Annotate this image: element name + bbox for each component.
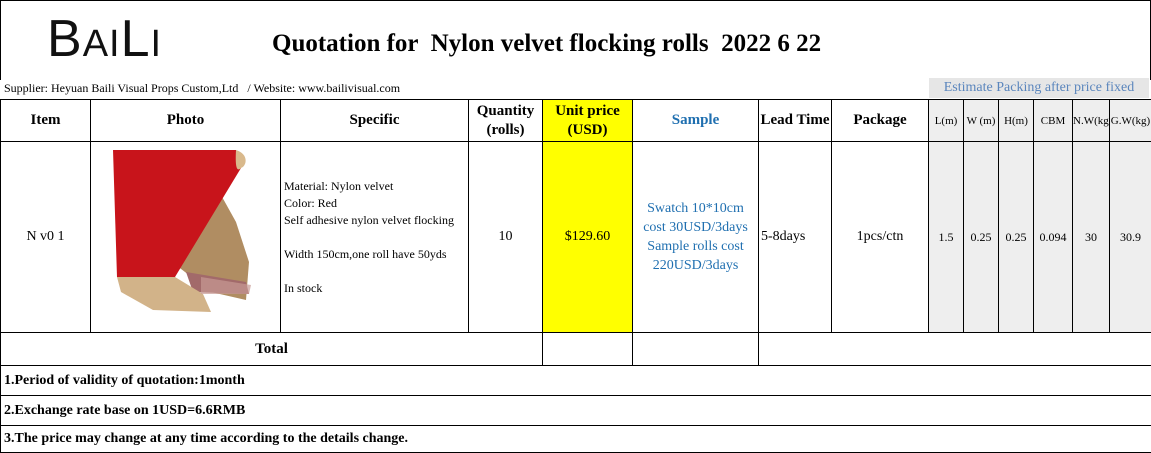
note-row: 1.Period of validity of quotation:1month — [1, 366, 1151, 396]
estimate-packing-note: Estimate Packing after price fixed — [929, 78, 1149, 98]
col-gross-weight: G.W(kg) — [1110, 100, 1151, 142]
total-label-cell: Total — [1, 333, 543, 366]
item-code: N v0 1 — [1, 142, 91, 333]
col-quantity: Quantity(rolls) — [469, 100, 543, 142]
header-row: Item Photo Specific Quantity(rolls) Unit… — [1, 100, 1151, 142]
spec-line: In stock — [284, 280, 468, 297]
supplier-line: Supplier: Heyuan Baili Visual Props Cust… — [4, 81, 400, 96]
total-sample-cell — [633, 333, 759, 366]
col-package: Package — [832, 100, 929, 142]
spec-line: Material: Nylon velvet — [284, 178, 468, 195]
height-value: 0.25 — [999, 142, 1034, 333]
lead-time-value: 5-8days — [759, 142, 832, 333]
sample-cell: Swatch 10*10cm cost 30USD/3days Sample r… — [633, 142, 759, 333]
col-specific: Specific — [281, 100, 469, 142]
spec-line — [284, 263, 468, 280]
col-lead-time: Lead Time — [759, 100, 832, 142]
quotation-table: Item Photo Specific Quantity(rolls) Unit… — [0, 99, 1151, 453]
velvet-roll-photo — [91, 142, 281, 327]
note-validity: 1.Period of validity of quotation:1month — [1, 366, 1151, 396]
net-weight-value: 30 — [1073, 142, 1110, 333]
col-sample: Sample — [633, 100, 759, 142]
note-exchange-rate: 2.Exchange rate base on 1USD=6.6RMB — [1, 396, 1151, 426]
col-width: W (m) — [964, 100, 999, 142]
col-photo: Photo — [91, 100, 281, 142]
note-row: 3.The price may change at any time accor… — [1, 426, 1151, 453]
col-length: L(m) — [929, 100, 964, 142]
spec-line: Self adhesive nylon velvet flocking — [284, 212, 468, 229]
total-price-cell — [543, 333, 633, 366]
photo-cell — [91, 142, 281, 333]
total-rest-cell — [759, 333, 1151, 366]
col-unit-price: Unit price(USD) — [543, 100, 633, 142]
quantity-value: 10 — [469, 142, 543, 333]
page-title: Quotation for Nylon velvet flocking roll… — [272, 29, 821, 59]
length-value: 1.5 — [929, 142, 964, 333]
col-height: H(m) — [999, 100, 1034, 142]
table-row: N v0 1 Material: Nylon velvet Color: Red… — [1, 142, 1151, 333]
specific-cell: Material: Nylon velvet Color: Red Self a… — [281, 142, 469, 333]
unit-price-value: $129.60 — [543, 142, 633, 333]
spec-line: Color: Red — [284, 195, 468, 212]
baili-logo: BAILI — [47, 11, 162, 72]
total-row: Total — [1, 333, 1151, 366]
note-row: 2.Exchange rate base on 1USD=6.6RMB — [1, 396, 1151, 426]
col-cbm: CBM — [1034, 100, 1073, 142]
cbm-value: 0.094 — [1034, 142, 1073, 333]
header: BAILI Quotation for Nylon velvet flockin… — [0, 0, 1151, 80]
note-price-change: 3.The price may change at any time accor… — [1, 426, 1151, 453]
gross-weight-value: 30.9 — [1110, 142, 1151, 333]
col-net-weight: N.W(kg) — [1073, 100, 1110, 142]
col-item: Item — [1, 100, 91, 142]
spec-line — [284, 229, 468, 246]
package-value: 1pcs/ctn — [832, 142, 929, 333]
width-value: 0.25 — [964, 142, 999, 333]
spec-line: Width 150cm,one roll have 50yds — [284, 246, 468, 263]
